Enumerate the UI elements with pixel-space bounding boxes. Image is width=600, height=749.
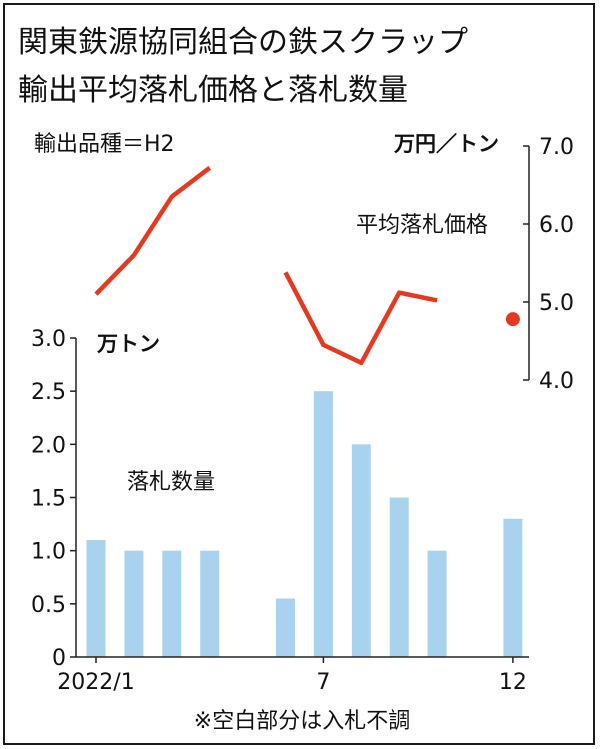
quantity-bar [124,550,144,657]
quantity-bar [389,497,409,657]
chart-frame: 関東鉄源協同組合の鉄スクラップ 輸出平均落札価格と落札数量 輸出品種＝H2 万円… [3,3,595,745]
price-line [283,271,438,366]
quantity-bar [313,391,333,657]
quantity-unit-label: 万トン [96,332,160,356]
quantity-bar [276,598,295,657]
price-series-label: 平均落札価格 [356,213,488,238]
quantity-bar [86,540,106,657]
quantity-tick-label: 1.5 [31,487,66,512]
quantity-bar [351,444,371,657]
x-tick-label: 12 [499,670,527,695]
price-tick-label: 4.0 [539,369,574,394]
quantity-tick-label: 0.5 [31,593,66,618]
quantity-tick-label: 0 [52,646,66,671]
quantity-bar [427,550,447,657]
quantity-series-label: 落札数量 [127,470,215,495]
price-tick-label: 5.0 [539,291,574,316]
chart-title-line2: 輸出平均落札価格と落札数量 [18,73,408,108]
quantity-tick-label: 2.0 [31,433,66,458]
quantity-bar [503,518,523,657]
price-point [505,312,520,327]
quantity-tick-label: 3.0 [31,327,66,352]
x-tick-label: 7 [316,670,330,695]
price-unit-label: 万円／トン [393,132,499,156]
x-tick-label: 2022/1 [57,670,134,695]
price-tick-label: 6.0 [539,213,574,238]
price-tick-label: 7.0 [539,135,574,160]
footnote: ※空白部分は入札不調 [194,709,410,734]
chart: 関東鉄源協同組合の鉄スクラップ 輸出平均落札価格と落札数量 輸出品種＝H2 万円… [18,25,574,734]
quantity-bar [162,550,182,657]
quantity-tick-label: 2.5 [31,380,66,405]
quantity-bar [200,550,220,657]
quantity-tick-label: 1.0 [31,540,66,565]
product-note: 輸出品種＝H2 [34,132,175,157]
price-line [94,166,212,296]
chart-title-line1: 関東鉄源協同組合の鉄スクラップ [18,25,468,60]
